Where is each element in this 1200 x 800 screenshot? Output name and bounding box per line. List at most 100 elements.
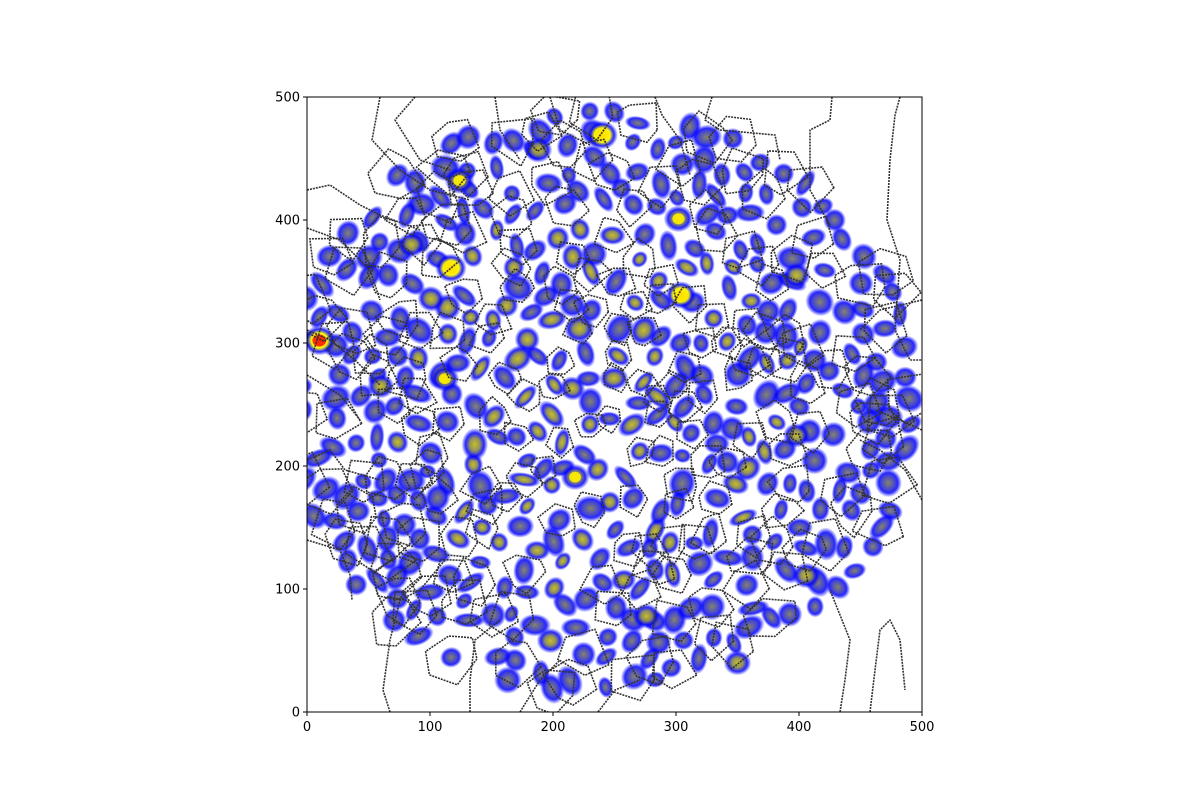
cell-boundary (397, 311, 444, 350)
density-blob (403, 168, 427, 198)
cell-boundary (464, 508, 499, 550)
cell-boundary (444, 278, 483, 315)
cell-boundary (364, 455, 411, 500)
outer-boundary (494, 97, 521, 161)
density-blob (749, 152, 771, 173)
cell-boundary (707, 446, 747, 479)
density-blob (694, 383, 714, 406)
cell-boundary (845, 429, 893, 473)
cell-boundary (562, 316, 593, 345)
density-blob (773, 498, 789, 522)
density-blob (397, 201, 417, 229)
density-blob (408, 488, 429, 513)
density-blob (850, 321, 876, 346)
density-blob (617, 412, 647, 437)
cell-boundary (420, 474, 459, 515)
density-blob (681, 422, 702, 444)
cell-boundary (431, 118, 480, 162)
density-blob (610, 569, 637, 592)
density-blob (469, 354, 492, 382)
density-blob (848, 271, 874, 296)
cell-boundary (762, 551, 809, 591)
density-blob (624, 395, 653, 412)
density-blob (805, 287, 835, 317)
density-blob (733, 455, 762, 482)
density-blob (403, 413, 434, 434)
cell-boundary (468, 322, 506, 354)
density-blob (309, 271, 335, 298)
density-blob (417, 285, 445, 312)
density-blob (417, 440, 444, 466)
density-blob (545, 226, 570, 251)
cell-boundary (543, 265, 579, 306)
cell-boundary (420, 237, 461, 279)
density-blob (573, 495, 608, 522)
cell-boundary (394, 462, 434, 500)
cell-boundary (755, 263, 790, 302)
density-blob (668, 188, 685, 207)
density-blob (812, 262, 837, 279)
cell-boundary (831, 335, 877, 373)
cell-boundary (362, 315, 409, 356)
cell-boundary (851, 505, 905, 547)
density-blob (591, 572, 615, 594)
cell-boundary (863, 301, 908, 354)
density-blob (734, 573, 760, 597)
cell-boundary (587, 151, 636, 191)
density-blob (703, 308, 724, 329)
cell-boundary (328, 217, 369, 262)
density-blob (439, 646, 463, 668)
cell-boundary (595, 267, 637, 297)
density-blob (354, 472, 373, 491)
density-blob (820, 421, 847, 448)
density-blob (513, 384, 538, 410)
cell-boundary (530, 97, 581, 136)
density-blob (649, 497, 672, 526)
cell-boundary (711, 621, 755, 670)
density-blob (871, 263, 898, 286)
cell-boundary (613, 532, 645, 568)
density-blob (629, 441, 650, 462)
density-blob (451, 284, 478, 308)
density-blob (782, 472, 798, 495)
density-blob (318, 436, 348, 459)
density-blob (489, 487, 522, 505)
outer-boundary (394, 97, 451, 171)
density-blob (558, 292, 586, 318)
plot-area (306, 96, 923, 713)
cell-boundary (469, 592, 520, 638)
cell-boundary (616, 102, 658, 144)
density-blob (698, 592, 726, 621)
density-blob (481, 404, 506, 430)
density-blob (649, 136, 667, 162)
cell-boundary (572, 293, 610, 328)
density-blob (760, 605, 783, 630)
density-blob (502, 273, 534, 302)
cell-boundary (843, 355, 892, 397)
density-blob (868, 513, 895, 540)
cell-boundary (432, 406, 465, 442)
density-blob (606, 345, 630, 367)
density-blob (320, 384, 352, 412)
density-blob (369, 421, 385, 454)
cell-boundary (545, 426, 575, 459)
cell-boundary (643, 384, 672, 413)
density-blob (648, 270, 669, 292)
cell-boundary (372, 554, 423, 601)
density-blob (385, 483, 408, 507)
outer-boundary (382, 559, 446, 712)
density-blob (456, 571, 485, 594)
cell-boundary (595, 405, 622, 435)
density-blob (621, 486, 645, 511)
cell-boundary (573, 412, 607, 438)
cell-boundary (499, 267, 536, 303)
cell-boundary (521, 111, 564, 152)
outer-boundary (371, 97, 471, 201)
outer-boundary (307, 449, 381, 481)
outer-boundary (307, 374, 361, 421)
density-blob (575, 370, 602, 388)
hotspot-core (595, 129, 609, 141)
cell-boundary (765, 313, 805, 359)
density-blob (575, 338, 596, 368)
cell-boundary (604, 340, 633, 372)
